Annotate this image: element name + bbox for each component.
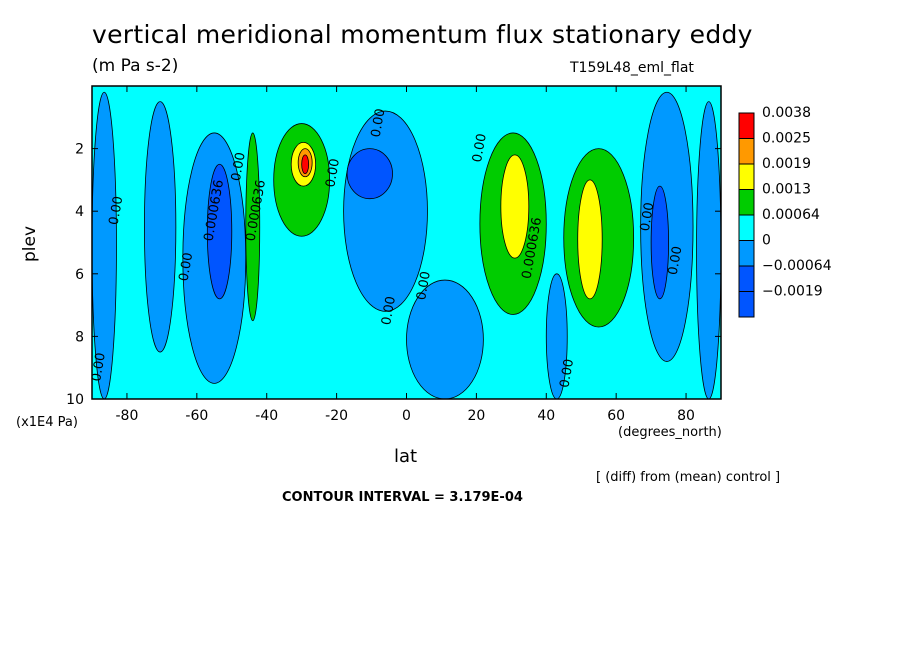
contour-region-dark_blue	[650, 185, 669, 300]
colorbar-swatch	[738, 112, 755, 139]
chart-title: vertical meridional momentum flux statio…	[92, 20, 753, 49]
colorbar-label: −0.00064	[762, 258, 832, 274]
x-tick-label: -20	[325, 408, 348, 424]
colorbar-label: −0.0019	[762, 284, 823, 300]
x-tick-label: 60	[607, 408, 625, 424]
dataset-label: T159L48_eml_flat	[570, 60, 694, 76]
colorbar-label: 0.00064	[762, 207, 820, 223]
colorbar-swatch	[738, 189, 755, 216]
colorbar-label: 0	[762, 233, 771, 249]
colorbar-swatch	[738, 163, 755, 190]
colorbar-label: 0.0013	[762, 182, 811, 198]
colorbar-swatch	[738, 214, 755, 241]
contour-label: 0.00	[89, 352, 109, 383]
y-axis-units: (x1E4 Pa)	[16, 415, 78, 430]
contour-region-red	[301, 154, 310, 175]
contour-region-green	[245, 132, 261, 322]
contour-label: 0.00	[638, 201, 658, 232]
y-tick-label: 8	[75, 329, 84, 345]
contour-interval: CONTOUR INTERVAL = 3.179E-04	[282, 490, 523, 505]
contour-label: 0.00	[414, 270, 434, 301]
x-tick-label: 0	[402, 408, 411, 424]
colorbar-label: 0.0038	[762, 105, 811, 121]
y-tick-label: 6	[75, 267, 84, 283]
colorbar-swatch	[738, 291, 755, 318]
contour-region-mid_blue	[406, 279, 484, 399]
x-axis-units: (degrees_north)	[618, 425, 722, 440]
colorbar-swatch	[738, 138, 755, 165]
contour-label: 0.00	[557, 358, 577, 389]
contour-region-mid_blue	[144, 101, 177, 353]
x-axis-label: lat	[394, 446, 418, 467]
contour-region-mid_blue	[696, 101, 721, 399]
units-label: (m Pa s-2)	[92, 56, 179, 76]
contour-label: 0.00	[379, 295, 399, 326]
colorbar-label: 0.0019	[762, 156, 811, 172]
diff-note: [ (diff) from (mean) control ]	[596, 470, 781, 485]
contour-label: 0.00	[229, 151, 249, 182]
contour-region-yellow	[500, 154, 530, 259]
contour-label: 0.00	[666, 245, 686, 276]
contour-label: 0.00	[176, 251, 196, 282]
colorbar-swatch	[738, 240, 755, 267]
contour-region-mid_blue	[343, 110, 428, 312]
x-tick-label: -40	[255, 408, 278, 424]
x-tick-label: -60	[185, 408, 208, 424]
x-tick-label: 80	[677, 408, 695, 424]
contour-label: 0.00	[470, 132, 490, 163]
contour-region-dark_blue	[346, 148, 393, 200]
y-tick-label: 10	[66, 392, 84, 408]
x-tick-label: 40	[537, 408, 555, 424]
colorbar-label: 0.0025	[762, 131, 811, 147]
contour-region-dark_blue	[206, 163, 233, 300]
contour-label: 0.00	[369, 107, 389, 138]
x-tick-label: -80	[116, 408, 139, 424]
contour-label: 0.00	[323, 157, 343, 188]
colorbar-swatch	[738, 265, 755, 292]
contour-region-mid_blue	[92, 91, 117, 399]
contour-label: 0.00	[107, 195, 127, 226]
y-tick-label: 4	[75, 204, 84, 220]
y-tick-label: 2	[75, 142, 84, 158]
x-tick-label: 20	[467, 408, 485, 424]
contour-region-yellow	[577, 179, 603, 300]
